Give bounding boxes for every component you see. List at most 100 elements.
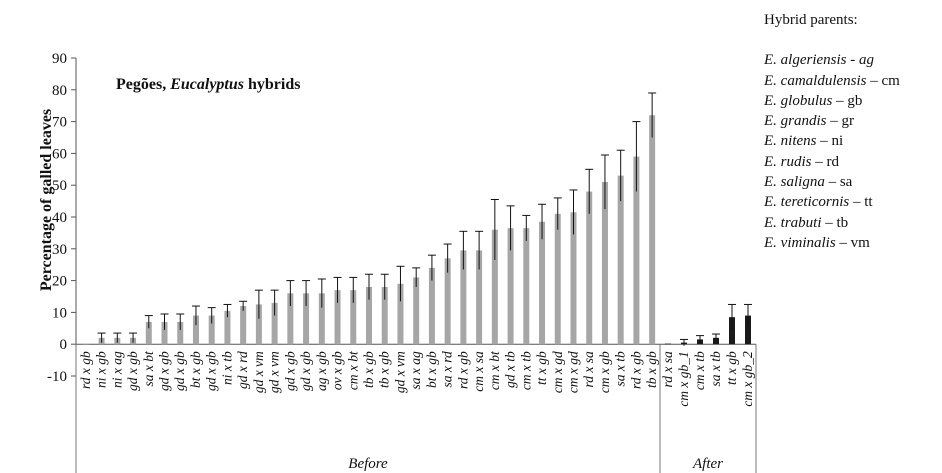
- x-tick-label: cm x bt: [345, 350, 360, 390]
- x-tick-label: gd x gb: [282, 351, 297, 391]
- bar: [554, 213, 561, 345]
- bar: [460, 250, 467, 345]
- x-tick-label: bt x gb: [424, 351, 439, 388]
- x-tick-label: gd x tb: [503, 351, 518, 388]
- y-tick-label: 50: [52, 178, 67, 194]
- x-tick-label: gd x gb: [157, 351, 172, 391]
- y-tick-label: 0: [60, 337, 68, 353]
- bar: [145, 321, 152, 345]
- bar: [507, 228, 514, 345]
- x-tick-label: gd x gb: [204, 351, 219, 391]
- x-tick-label: rd x sa: [581, 351, 596, 387]
- y-tick-label: 40: [52, 210, 67, 226]
- x-tick-label: rd x gb: [455, 351, 470, 389]
- x-tick-label: cm x gd: [565, 351, 580, 393]
- x-tick-label: cm x gb: [597, 351, 612, 393]
- bar: [161, 321, 168, 345]
- x-tick-label: ni x tb: [219, 351, 234, 385]
- bar: [334, 290, 341, 345]
- bar: [397, 283, 404, 345]
- x-tick-label: ni x ag: [109, 351, 124, 388]
- legend-heading: Hybrid parents:: [764, 12, 858, 28]
- bar: [287, 293, 294, 345]
- x-tick-label: tb x gb: [644, 351, 659, 388]
- y-tick-label: 30: [52, 242, 67, 258]
- bar: [586, 191, 593, 345]
- legend-item: E. tereticornis – tt: [764, 194, 873, 211]
- y-tick-label: 90: [52, 51, 67, 67]
- x-tick-label: gd x gb: [172, 351, 187, 391]
- chart-title: Pegões, Eucalyptus hybrids: [116, 76, 300, 93]
- x-tick-label: cm x tb: [692, 351, 707, 390]
- legend-item: E. trabuti – tb: [764, 214, 849, 231]
- x-tick-label: cm x sa: [471, 351, 486, 392]
- legend-item: E. saligna – sa: [764, 174, 853, 191]
- x-tick-label: cm x tb: [518, 351, 533, 390]
- bar: [381, 286, 388, 345]
- bar: [350, 290, 357, 345]
- legend-item: E. globulus – gb: [764, 92, 863, 109]
- legend-item: E. nitens – ni: [764, 133, 844, 150]
- bar: [745, 315, 751, 345]
- bar: [617, 175, 624, 345]
- legend-item: E. viminalis – vm: [764, 234, 870, 251]
- bar: [491, 229, 498, 345]
- bar: [192, 315, 199, 345]
- legend-item: E. rudis – rd: [764, 153, 840, 170]
- bar: [729, 317, 735, 345]
- bar: [444, 258, 451, 345]
- bar: [665, 343, 671, 345]
- bar: [523, 228, 530, 345]
- y-axis-label: Percentage of galled leaves: [38, 109, 55, 291]
- bar: [476, 250, 483, 345]
- x-tick-label: cm x gb_2: [740, 351, 755, 407]
- bar: [428, 267, 435, 345]
- x-tick-label: gd x vm: [267, 351, 282, 393]
- x-tick-label: bt x gb: [188, 351, 203, 388]
- legend-item: E. algeriensis - ag: [764, 52, 874, 69]
- x-tick-label: sa x ag: [408, 351, 423, 389]
- x-tick-label: tb x gb: [361, 351, 376, 388]
- bar: [208, 315, 215, 345]
- y-tick-label: 70: [52, 115, 67, 131]
- bar: [649, 115, 656, 345]
- x-tick-label: tt x gb: [724, 351, 739, 385]
- legend-item: E. grandis – gr: [764, 113, 855, 130]
- x-tick-label: gd x gb: [298, 351, 313, 391]
- bar: [82, 343, 89, 345]
- x-tick-label: gd x vm: [251, 351, 266, 393]
- x-tick-label: sa x tb: [708, 351, 723, 386]
- y-tick-label: 80: [52, 83, 67, 99]
- bar: [413, 277, 420, 345]
- x-tick-label: tb x gb: [377, 351, 392, 388]
- x-tick-label: ag x gb: [314, 351, 329, 391]
- bar: [633, 156, 640, 345]
- x-tick-label: gd x rd: [235, 351, 250, 389]
- legend-items: E. algeriensis - ag E. camaldulensis – cm…: [764, 50, 900, 253]
- x-tick-label: rd x sa: [660, 351, 675, 387]
- x-tick-label: sa x bt: [141, 350, 156, 386]
- x-tick-label: gd x vm: [392, 351, 407, 393]
- bar: [318, 293, 325, 345]
- bar: [366, 286, 372, 345]
- x-tick-label: cm x gb_1: [676, 351, 691, 406]
- bar: [601, 182, 608, 345]
- y-tick-label: -10: [47, 369, 67, 385]
- x-tick-label: ni x gb: [94, 351, 109, 388]
- axes: -10 0 10 20 30 40 50 60 70 80 90 Before After: [47, 51, 757, 473]
- group-label-before: Before: [348, 456, 388, 472]
- group-label-after: After: [692, 456, 723, 472]
- bar: [177, 321, 184, 345]
- x-tick-label: ov x gb: [330, 351, 345, 390]
- x-tick-label: rd x gb: [628, 351, 643, 389]
- y-tick-label: 10: [52, 305, 67, 321]
- bar: [271, 302, 278, 345]
- x-tick-label: tt x gb: [534, 351, 549, 385]
- x-tick-label: sa x rd: [440, 351, 455, 387]
- y-tick-label: 20: [52, 274, 67, 290]
- x-tick-label: gd x gb: [125, 351, 140, 391]
- legend-item: E. camaldulensis – cm: [764, 72, 900, 89]
- bar: [255, 304, 262, 345]
- bar: [224, 310, 231, 345]
- bar: [240, 306, 247, 345]
